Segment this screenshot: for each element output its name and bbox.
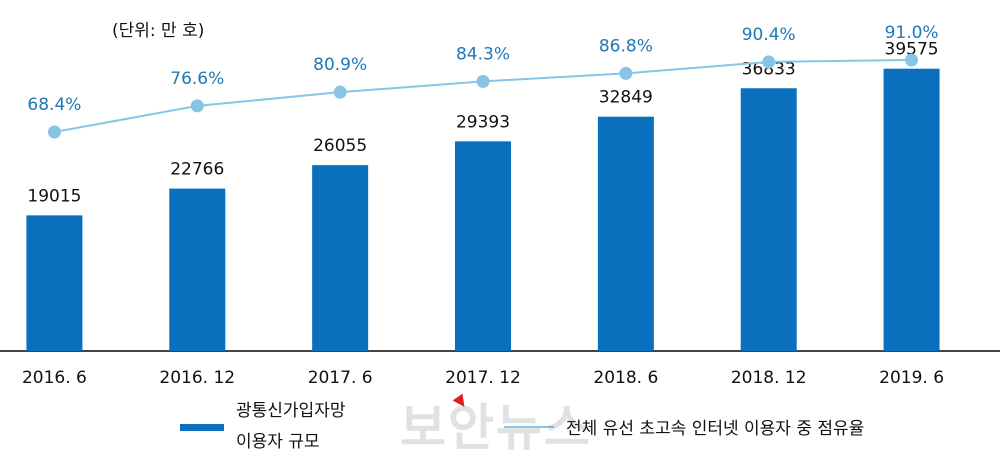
bar-value-label: 26055 — [313, 136, 367, 156]
legend-bar-swatch — [180, 423, 224, 431]
legend-bar-label: 광통신가입자망 이용자 규모 — [236, 401, 346, 452]
legend-line: 전체 유선 초고속 인터넷 이용자 중 점유율 — [504, 414, 864, 439]
line-value-label: 84.3% — [456, 44, 510, 64]
unit-label: (단위: 만 호) — [112, 21, 205, 41]
bar-value-label: 32849 — [599, 88, 653, 108]
bar — [740, 88, 797, 351]
x-tick-label: 2016. 6 — [22, 368, 87, 388]
bar — [169, 188, 226, 351]
line-point — [905, 53, 919, 67]
bar — [312, 165, 369, 351]
line-point — [476, 74, 490, 88]
line-point — [762, 55, 776, 69]
legend-line-label: 전체 유선 초고속 인터넷 이용자 중 점유율 — [566, 419, 865, 439]
x-tick-label: 2017. 12 — [445, 368, 521, 388]
legend-line-swatch — [504, 425, 554, 428]
line-point — [333, 85, 347, 99]
x-tick-label: 2016. 12 — [159, 368, 235, 388]
bar-value-label: 19015 — [27, 186, 81, 206]
line-point — [47, 125, 61, 139]
bar-value-label: 39575 — [885, 40, 939, 60]
x-tick-label: 2018. 6 — [593, 368, 658, 388]
bar-value-label: 29393 — [456, 112, 510, 132]
line-value-label: 86.8% — [599, 36, 653, 56]
line-value-label: 90.4% — [742, 25, 796, 45]
bar — [26, 215, 83, 351]
line-value-label: 68.4% — [27, 95, 81, 115]
line-point — [190, 99, 204, 113]
bar-value-label: 36833 — [742, 59, 796, 79]
bar — [597, 116, 654, 352]
bar-value-label: 22766 — [170, 160, 224, 180]
legend-bar: 광통신가입자망 이용자 규모 — [180, 396, 345, 458]
line-value-label: 80.9% — [313, 55, 367, 75]
bar — [883, 68, 940, 351]
line-point — [619, 66, 633, 80]
x-tick-label: 2017. 6 — [308, 368, 373, 388]
line-value-label: 91.0% — [885, 23, 939, 43]
bar — [455, 141, 511, 351]
line-value-label: 76.6% — [170, 69, 224, 89]
x-tick-label: 2019. 6 — [879, 368, 944, 388]
x-tick-label: 2018. 12 — [731, 368, 807, 388]
